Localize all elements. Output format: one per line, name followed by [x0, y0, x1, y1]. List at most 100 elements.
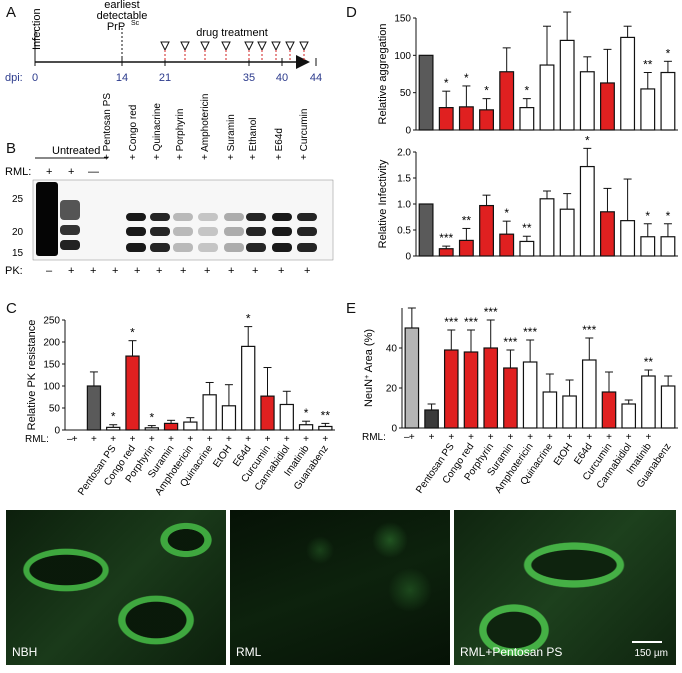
significance-stars: ***: [444, 315, 458, 329]
rml-sign: +: [488, 432, 494, 443]
timeline-tick-label: 44: [310, 72, 322, 84]
rml-sign: +: [429, 432, 435, 443]
blot-band: [126, 227, 146, 236]
bar: [620, 36, 636, 131]
rml-sign: +: [606, 432, 612, 443]
micrograph-label-rml: RML: [236, 645, 262, 659]
bar: [601, 391, 617, 429]
significance-stars: *: [444, 76, 449, 90]
y-tick-label: 20: [386, 384, 398, 395]
rml-sign: +: [409, 432, 415, 443]
infection-label: Infection: [31, 8, 43, 50]
blot-band: [246, 227, 266, 236]
pk-signs: – + + + + + + + + + + +: [46, 265, 310, 277]
bar: [479, 109, 494, 131]
bar: [539, 64, 555, 131]
significance-stars: *: [666, 46, 671, 60]
pk-sign: +: [156, 265, 162, 277]
scale-bar-label: 150 µm: [634, 648, 668, 659]
lane-label: + Pentosan PS: [102, 93, 113, 160]
y-tick-label: 50: [49, 404, 61, 415]
pk-sign: +: [180, 265, 186, 277]
pk-sign: +: [252, 265, 258, 277]
bar: [621, 403, 637, 429]
significance-stars: *: [464, 71, 469, 85]
bar: [579, 71, 595, 131]
drug-arrow: [180, 41, 190, 52]
rml-row-label: RML:: [25, 434, 49, 445]
drug-treatment-arrows: [160, 41, 309, 62]
bar: [463, 351, 479, 429]
y-tick-label: 1.5: [397, 174, 411, 185]
pk-sign: +: [304, 265, 310, 277]
rml-sign: +: [646, 432, 652, 443]
rml-sign: +: [130, 434, 136, 445]
timeline-tick-label: 0: [32, 72, 38, 84]
bar: [503, 367, 518, 429]
y-tick-label: 1.0: [397, 200, 411, 211]
timeline-panel: Infection dpi: 0 14 21 35 40 44 earliest dete…: [5, 0, 322, 84]
earliest-label-3: PrP: [107, 21, 125, 33]
bar: [404, 327, 420, 429]
pk-row-label: PK:: [5, 265, 23, 277]
y-axis-label: Relative aggregation: [377, 24, 389, 125]
timeline-tick-label: 14: [116, 72, 128, 84]
significance-stars: *: [149, 411, 154, 425]
blot-band-lane-1: [36, 182, 58, 256]
blot-band: [150, 227, 170, 236]
rml-sign: +: [586, 432, 592, 443]
bar: [519, 106, 535, 131]
blot-band: [297, 227, 317, 236]
bar: [483, 347, 499, 429]
y-tick-label: 40: [386, 344, 398, 355]
panel-letter-a: A: [6, 4, 17, 21]
significance-stars: ***: [503, 335, 517, 349]
significance-stars: *: [525, 84, 530, 98]
pk-sign: +: [278, 265, 284, 277]
y-tick-label: 0: [405, 252, 411, 263]
pk-sign: –: [46, 265, 53, 277]
bar: [183, 421, 198, 431]
blot-band: [126, 243, 146, 252]
bar: [640, 236, 656, 257]
rml-sign: +: [265, 434, 271, 445]
rml-sign: +: [322, 434, 328, 445]
micrograph-nbh: NBH: [6, 510, 226, 665]
blot-band: [173, 213, 193, 221]
bar: [641, 375, 656, 429]
timeline-arrowhead: [296, 55, 310, 69]
bar: [438, 248, 454, 257]
rml-sign: –: [404, 432, 410, 443]
bar: [438, 106, 454, 131]
mw-marker-25: 25: [12, 194, 24, 205]
pk-sign: +: [90, 265, 96, 277]
blot-band: [224, 227, 244, 236]
drug-arrow: [160, 41, 170, 52]
bar: [202, 394, 217, 431]
bar: [443, 349, 459, 429]
rml-sign: +: [284, 434, 290, 445]
rml-row-label: RML:: [5, 166, 31, 178]
bar: [519, 240, 535, 257]
rml-sign: +: [72, 434, 78, 445]
rml-sign: +: [110, 434, 116, 445]
significance-stars: **: [643, 58, 653, 72]
bar: [562, 395, 577, 429]
bar: [318, 425, 333, 431]
drug-arrow: [285, 41, 295, 52]
significance-stars: *: [484, 84, 489, 98]
y-tick-label: 0: [391, 424, 397, 435]
micrograph-rml-pentosan: RML+Pentosan PS 150 µm: [454, 510, 676, 665]
y-tick-label: 200: [43, 338, 60, 349]
significance-stars: ***: [523, 325, 537, 339]
y-tick-label: 100: [394, 51, 411, 62]
pk-sign: +: [134, 265, 140, 277]
drug-arrow: [271, 41, 281, 52]
panel-letter-c: C: [6, 300, 17, 317]
y-axis-label: Relative Infectivity: [377, 159, 389, 248]
y-tick-label: 0.5: [397, 226, 411, 237]
drug-arrow: [299, 41, 309, 52]
chart-pk-resistance: 0 50 100 150 200 250 Relative PK resistance + + *…: [25, 312, 335, 498]
bar: [581, 359, 597, 429]
